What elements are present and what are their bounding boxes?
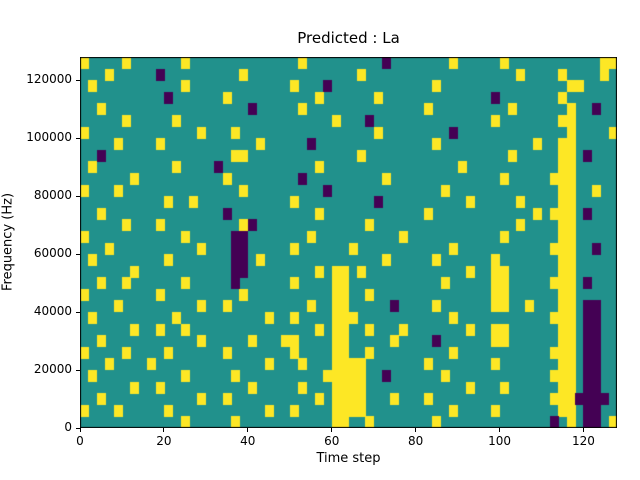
- y-axis-label: Frequency (Hz): [0, 192, 16, 292]
- x-tick-mark: [415, 428, 417, 432]
- x-tick-label: 20: [156, 434, 172, 448]
- y-tick-label: 60000: [33, 246, 72, 261]
- y-tick-label: 0: [64, 420, 72, 434]
- y-tick-mark: [76, 369, 80, 371]
- y-tick-label: 120000: [26, 72, 72, 87]
- x-tick-mark: [79, 428, 81, 432]
- y-tick-label: 20000: [33, 362, 72, 377]
- x-tick-label: 120: [571, 434, 595, 448]
- x-tick-label: 100: [488, 434, 511, 448]
- x-tick-label: 0: [76, 434, 84, 448]
- x-tick-mark: [331, 428, 333, 432]
- y-tick-mark: [76, 311, 80, 313]
- x-tick-mark: [247, 428, 249, 432]
- y-tick-mark: [76, 427, 80, 429]
- y-tick-mark: [76, 195, 80, 197]
- y-tick-mark: [76, 79, 80, 81]
- x-tick-label: 40: [240, 434, 256, 448]
- x-tick-mark: [582, 428, 584, 432]
- heatmap-plot: [80, 57, 617, 428]
- y-tick-mark: [76, 137, 80, 139]
- chart-title: Predicted : La: [297, 29, 400, 47]
- y-tick-label: 80000: [33, 188, 72, 203]
- x-tick-mark: [163, 428, 165, 432]
- y-tick-label: 40000: [33, 304, 72, 319]
- x-tick-label: 80: [407, 434, 424, 448]
- x-tick-mark: [499, 428, 501, 432]
- y-tick-mark: [76, 253, 80, 255]
- x-axis-label: Time step: [316, 451, 381, 466]
- y-tick-label: 100000: [26, 130, 72, 145]
- x-tick-label: 60: [324, 434, 340, 448]
